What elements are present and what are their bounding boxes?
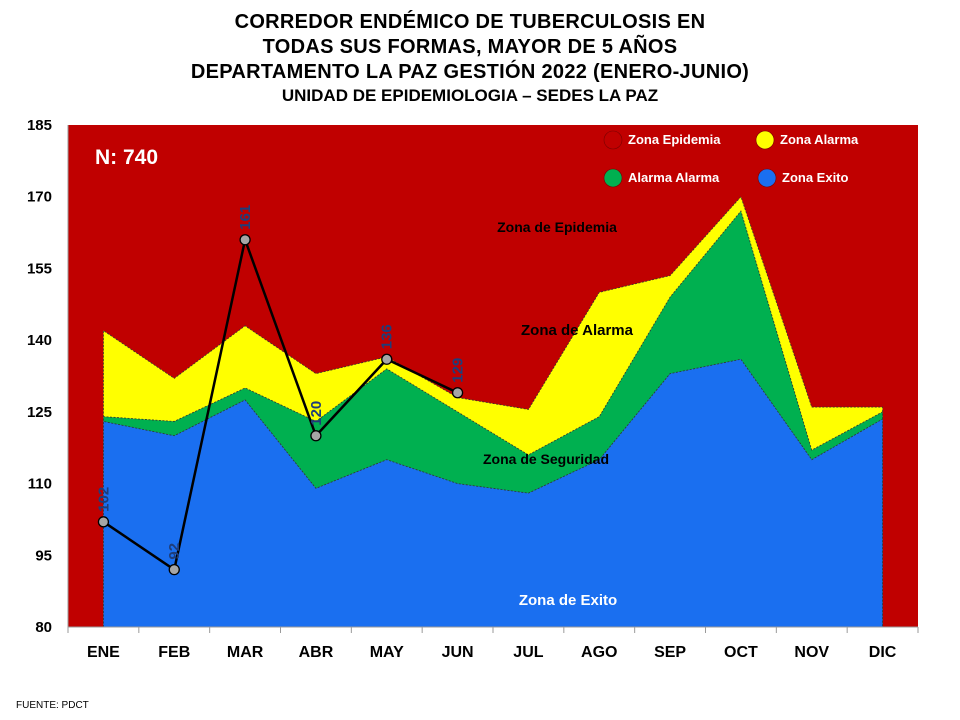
observed-data-label: 92 bbox=[166, 543, 183, 560]
x-tick-label: MAR bbox=[227, 644, 264, 661]
x-tick-label: JUL bbox=[513, 644, 543, 661]
observed-data-label: 129 bbox=[450, 358, 467, 383]
source-note: FUENTE: PDCT bbox=[16, 700, 89, 711]
annotation-zona-de-alarma: Zona de Alarma bbox=[521, 322, 634, 339]
y-tick-label: 80 bbox=[35, 619, 52, 636]
y-tick-label: 95 bbox=[35, 547, 52, 564]
annotation-zona-de-seguridad: Zona de Seguridad bbox=[483, 451, 609, 467]
observed-data-label: 120 bbox=[308, 401, 325, 426]
observed-data-label: 102 bbox=[95, 487, 112, 512]
chart-title-block: CORREDOR ENDÉMICO DE TUBERCULOSIS EN TOD… bbox=[0, 10, 940, 107]
x-tick-label: ABR bbox=[299, 644, 334, 661]
legend-label-alarma-alarma: Alarma Alarma bbox=[628, 170, 720, 185]
legend-label-zona-alarma: Zona Alarma bbox=[780, 132, 859, 147]
chart-title-line-1: CORREDOR ENDÉMICO DE TUBERCULOSIS EN bbox=[234, 11, 706, 33]
annotation-n-740: N: 740 bbox=[95, 146, 158, 169]
legend-marker-zona-exito bbox=[757, 168, 777, 188]
observed-point bbox=[310, 430, 322, 442]
legend-marker-zona-alarma bbox=[755, 130, 775, 150]
observed-point bbox=[451, 387, 464, 399]
x-tick-label: ENE bbox=[87, 644, 120, 661]
y-tick-label: 110 bbox=[28, 476, 52, 493]
y-tick-label: 170 bbox=[27, 189, 52, 206]
x-tick-label: MAY bbox=[370, 644, 404, 661]
observed-point bbox=[239, 234, 251, 246]
legend-label-zona-epidemia: Zona Epidemia bbox=[628, 132, 721, 147]
chart-title-line-3: DEPARTAMENTO LA PAZ GESTIÓN 2022 (ENERO-… bbox=[190, 61, 750, 83]
annotation-zona-de-epidemia: Zona de Epidemia bbox=[497, 219, 617, 235]
x-tick-label: SEP bbox=[654, 644, 686, 661]
observed-data-label: 136 bbox=[379, 324, 396, 349]
y-tick-label: 155 bbox=[27, 260, 52, 277]
y-tick-label: 185 bbox=[27, 117, 52, 134]
x-tick-label: FEB bbox=[158, 644, 190, 661]
y-tick-label: 125 bbox=[27, 404, 52, 421]
x-tick-label: JUN bbox=[442, 644, 474, 661]
legend-label-zona-exito: Zona Exito bbox=[782, 170, 849, 185]
legend-marker-alarma-alarma bbox=[603, 168, 623, 188]
observed-data-label: 161 bbox=[237, 205, 254, 230]
x-tick-label: AGO bbox=[581, 644, 617, 661]
observed-cases-line bbox=[102, 235, 459, 572]
legend-marker-zona-epidemia bbox=[603, 130, 623, 150]
annotation-zona-de-exito: Zona de Exito bbox=[519, 592, 617, 609]
x-tick-label: DIC bbox=[869, 644, 897, 661]
observed-point bbox=[168, 563, 180, 576]
band-zona-exito bbox=[103, 358, 883, 628]
chart-title-line-2: TODAS SUS FORMAS, MAYOR DE 5 AÑOS bbox=[262, 36, 678, 58]
observed-point bbox=[381, 353, 393, 365]
observed-point bbox=[97, 516, 110, 528]
x-tick-label: NOV bbox=[794, 644, 829, 661]
x-tick-label: OCT bbox=[724, 644, 758, 661]
chart-subtitle: UNIDAD DE EPIDEMIOLOGIA – SEDES LA PAZ bbox=[281, 86, 659, 105]
y-tick-label: 140 bbox=[27, 332, 52, 349]
